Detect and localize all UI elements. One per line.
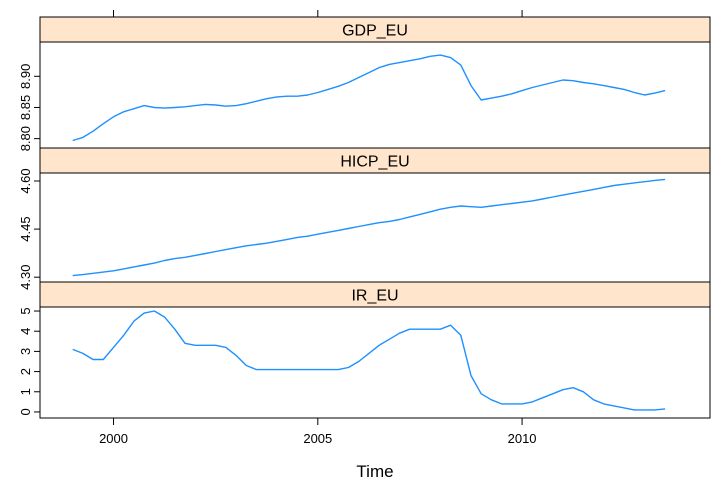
- plot-frame-1: [39, 41, 711, 149]
- y-tick-label: 2: [18, 368, 33, 375]
- series-line-IR_EU: [72, 310, 666, 411]
- panel-2: HICP_EU 4.30 4.45 4.60: [18, 147, 711, 290]
- series-line-HICP_EU: [72, 178, 666, 277]
- strip-1: [39, 16, 711, 43]
- series-line-GDP_EU: [72, 54, 666, 142]
- x-axis-title: Time: [356, 462, 393, 481]
- x-tick-label: 2005: [303, 431, 332, 446]
- y-tick-label: 8.85: [18, 95, 33, 120]
- y-tick-label: 4.30: [18, 265, 33, 290]
- strip-label: HICP_EU: [340, 154, 409, 171]
- y-tick-label: 8.80: [18, 126, 33, 151]
- y-tick-label: 5: [18, 307, 33, 314]
- y-tick-label: 8.90: [18, 64, 33, 89]
- y-tick-label: 0: [18, 408, 33, 415]
- strip-label: GDP_EU: [342, 23, 408, 40]
- y-tick-label: 4.45: [18, 216, 33, 241]
- panel-1: GDP_EU 8.80 8.85 8.90: [18, 16, 711, 151]
- panel-3: IR_EU 0 1 2 3 4 5: [18, 281, 711, 419]
- plot-frame-3: [39, 306, 711, 419]
- y-tick-label: 3: [18, 348, 33, 355]
- x-tick-label: 2010: [508, 431, 537, 446]
- y-tick-label: 1: [18, 388, 33, 395]
- y-tick-label: 4.60: [18, 168, 33, 193]
- y-tick-label: 4: [18, 328, 33, 335]
- x-tick-label: 2000: [99, 431, 128, 446]
- strip-label: IR_EU: [351, 288, 398, 305]
- strip-2: [39, 147, 711, 174]
- x-axis: 2000 2005 2010: [99, 10, 537, 446]
